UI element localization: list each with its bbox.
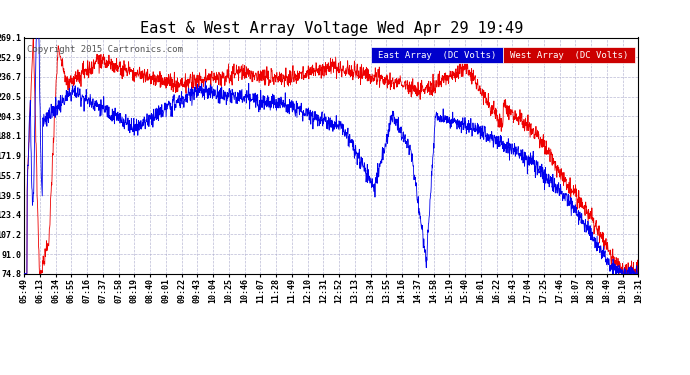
Bar — [371, 47, 503, 63]
Bar — [503, 47, 635, 63]
Text: East Array  (DC Volts): East Array (DC Volts) — [378, 51, 496, 60]
Text: West Array  (DC Volts): West Array (DC Volts) — [510, 51, 629, 60]
Title: East & West Array Voltage Wed Apr 29 19:49: East & West Array Voltage Wed Apr 29 19:… — [139, 21, 523, 36]
Text: Copyright 2015 Cartronics.com: Copyright 2015 Cartronics.com — [27, 45, 183, 54]
